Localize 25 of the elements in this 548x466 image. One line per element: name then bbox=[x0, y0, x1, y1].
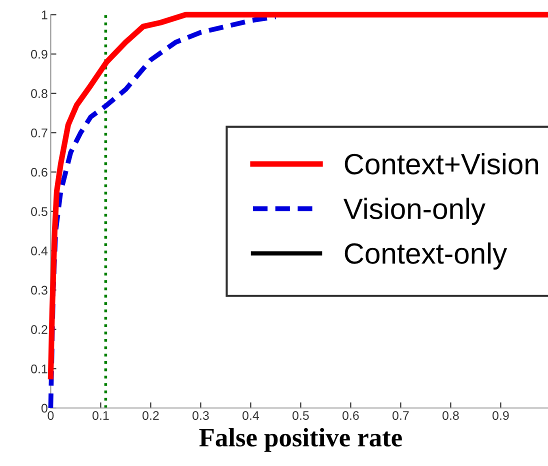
y-tick-label: 0.9 bbox=[31, 50, 48, 59]
legend-label: Vision-only bbox=[344, 198, 486, 225]
x-tick-label: 0 bbox=[48, 411, 54, 420]
x-tick-label: 0.7 bbox=[392, 411, 409, 420]
y-tick-label: 0.4 bbox=[31, 246, 48, 256]
x-tick-label: 0.6 bbox=[342, 411, 359, 420]
y-tick-label: 0.8 bbox=[31, 89, 48, 98]
y-tick-label: 0.5 bbox=[31, 207, 48, 216]
legend-label: Context+Vision bbox=[344, 153, 538, 174]
x-tick-label: 0.4 bbox=[242, 411, 260, 420]
y-tick-label: 0.3 bbox=[31, 286, 48, 295]
y-tick-label: 1 bbox=[42, 10, 48, 20]
x-tick-label: 0.1 bbox=[92, 411, 109, 420]
x-tick-label: 0.2 bbox=[142, 411, 159, 420]
x-axis-title: False positive rate bbox=[199, 428, 402, 452]
x-tick-label: 0.5 bbox=[292, 411, 309, 420]
y-tick-label: 0.6 bbox=[31, 168, 48, 177]
y-tick-label: 0.1 bbox=[31, 364, 48, 374]
y-tick-label: 0.7 bbox=[31, 128, 48, 138]
x-tick-label: 0.8 bbox=[442, 411, 459, 420]
legend-label: Context-only bbox=[344, 242, 508, 270]
y-tick-label: 0.2 bbox=[31, 325, 48, 334]
y-tick-label: 0 bbox=[41, 404, 48, 413]
x-tick-label: 0.3 bbox=[192, 411, 209, 420]
x-tick-label: 0.9 bbox=[492, 411, 509, 420]
